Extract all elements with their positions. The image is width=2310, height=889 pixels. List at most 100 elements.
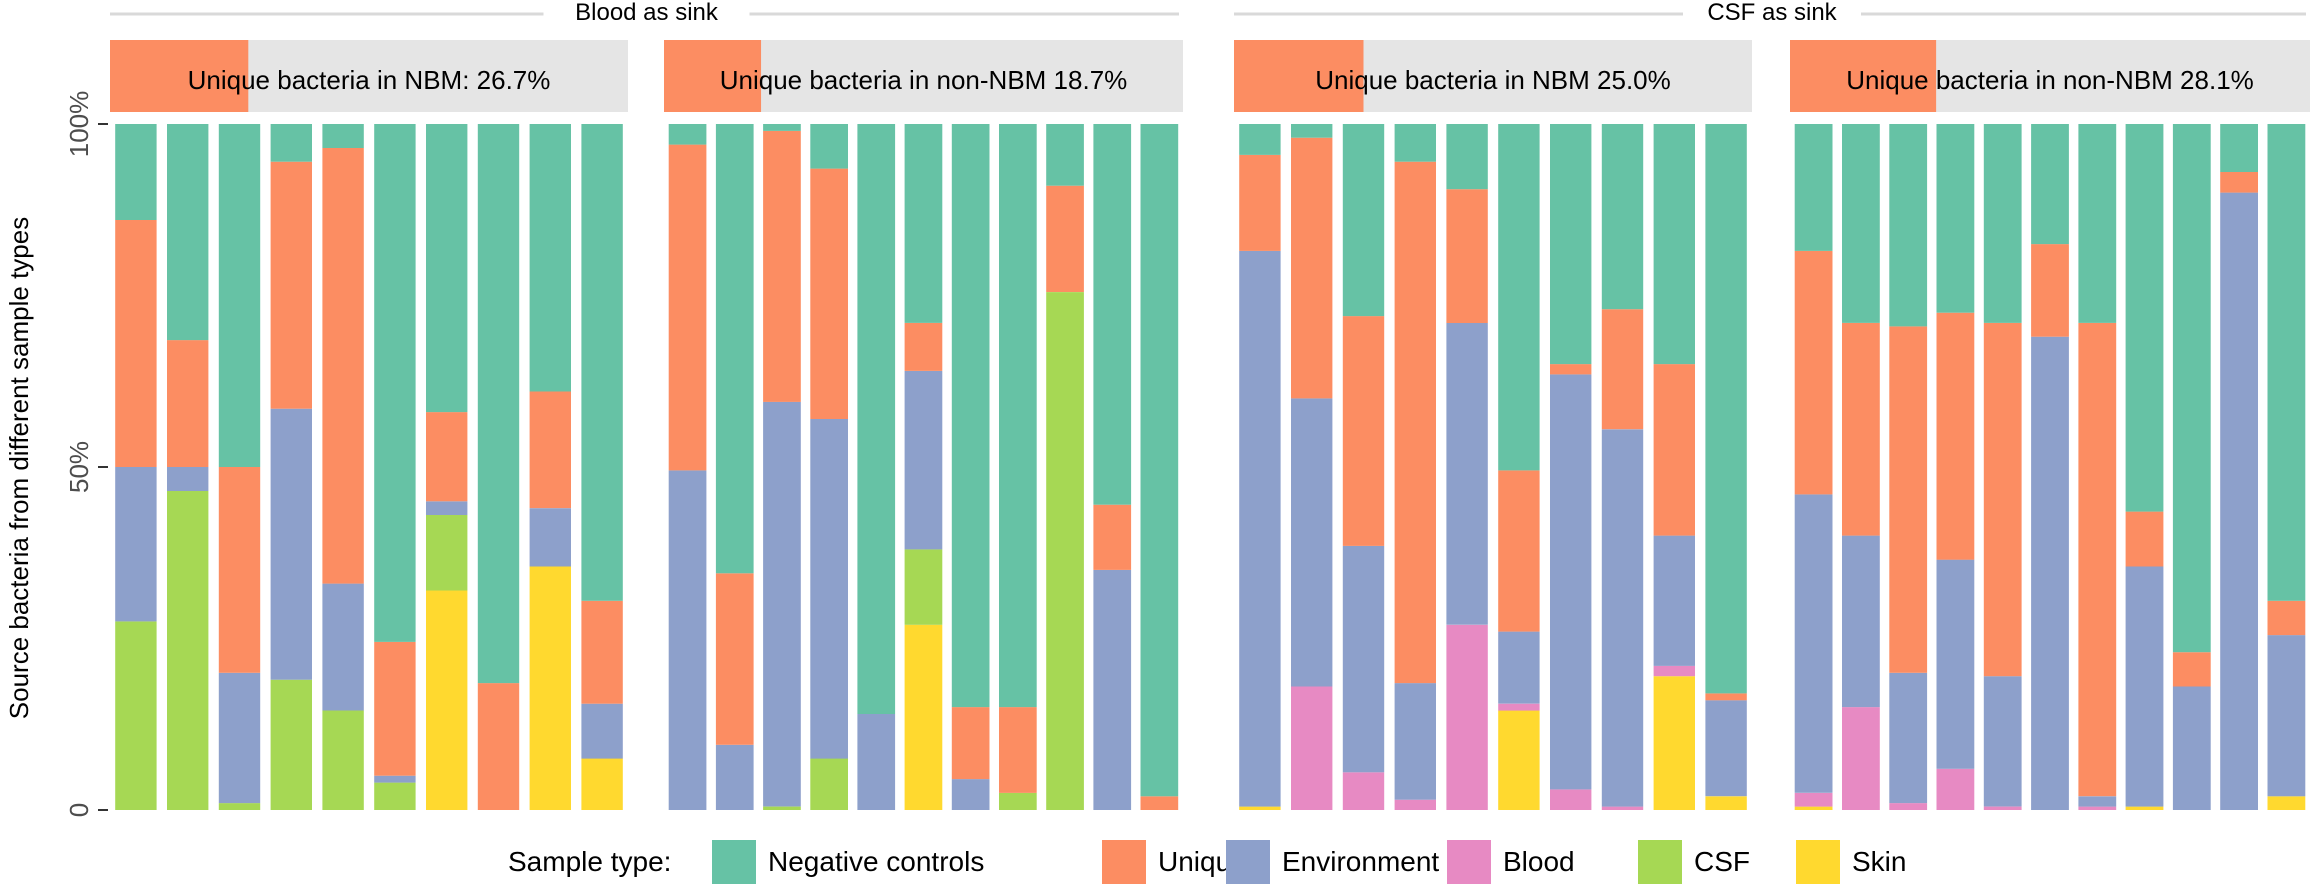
bar-segment-csf [999,792,1037,810]
bar-segment-unique [1550,364,1592,375]
bar-segment-unique [322,148,364,584]
legend-swatch-environment [1226,840,1270,884]
bar-segment-negative-controls [2078,124,2117,323]
bar-segment-negative-controls [668,124,707,145]
legend-label: Negative controls [768,846,984,877]
bar-segment-negative-controls [374,124,416,642]
bar-segment-unique [477,683,520,810]
bar-segment-environment [1342,545,1385,773]
bar-segment-negative-controls [270,124,312,162]
bar-segment-negative-controls [904,124,943,323]
bar-segment-environment [322,583,364,711]
bar-segment-environment [426,501,468,515]
bar-segment-csf [270,679,312,810]
bar-segment-environment [1498,631,1540,704]
bar-segment-negative-controls [2125,124,2164,512]
legend-swatch-blood [1447,840,1491,884]
bar-segment-environment [270,408,312,680]
bar-segment-environment [167,467,209,491]
y-axis: Source bacteria from different sample ty… [4,91,108,817]
bar-segment-unique [1498,470,1540,632]
legend-label: CSF [1694,846,1750,877]
y-tick-label: 0 [64,803,94,817]
bar-segment-environment [763,401,801,807]
bar-segment-negative-controls [1394,124,1436,162]
bar-segment-environment [2172,686,2211,810]
bar-segment-unique [1093,504,1132,570]
bar-segment-unique [2172,652,2211,687]
bar-segment-skin [581,758,623,810]
bar-segment-unique [374,641,416,776]
group-header-label: Blood as sink [575,0,719,26]
bar-segment-unique [115,220,157,467]
bar-segment-environment [1842,535,1880,708]
y-tick-label: 50% [64,441,94,493]
bar-segment-blood [1498,703,1540,711]
bar-segment-negative-controls [1140,124,1179,797]
bar-segment-csf [426,515,468,591]
bar-segment-environment [529,508,571,567]
bar-segment-unique [1705,693,1747,701]
bar-segment-unique [426,412,468,502]
facet-strips: Unique bacteria in NBM: 26.7% Unique bact… [110,40,2310,112]
unique-fraction-bar [1234,40,1364,112]
bar-segment-negative-controls [1983,124,2022,323]
bar-segment-negative-controls [715,124,754,574]
unique-fraction-bar [664,40,762,112]
bar-segment-skin [1705,796,1747,810]
legend-label: Skin [1852,846,1906,877]
y-axis-label: Source bacteria from different sample ty… [4,217,34,719]
unique-fraction-bar [110,40,249,112]
bar-segment-environment [374,775,416,783]
bar-segment-unique [2078,322,2117,797]
bar-segment-negative-controls [1498,124,1540,471]
legend-swatch-skin [1796,840,1840,884]
bar-segment-negative-controls [951,124,990,708]
bar-segment-environment [1601,429,1644,807]
bar-segment-environment [2125,566,2164,807]
bar-segment-unique [1889,326,1928,673]
bar-segment-environment [904,371,943,550]
bar-segment-environment [1794,494,1833,793]
bar-segment-unique [1936,312,1975,560]
bar-segment-unique [1842,322,1880,536]
bar-segment-blood [1983,806,2022,810]
group-header-mask [1683,0,1861,26]
bar-segment-negative-controls [1093,124,1132,505]
y-tick-label: 100% [64,91,94,158]
bar-segment-unique [1794,250,1833,495]
bar-segment-unique [270,161,312,409]
bar-segment-unique [1046,185,1084,292]
bar-segment-unique [529,391,571,509]
bar-segment-unique [2220,172,2258,193]
bar-segment-unique [763,130,801,402]
bar-segment-negative-controls [167,124,209,341]
bar-segment-unique [2125,511,2164,567]
bar-segment-environment [715,744,754,810]
bar-segment-unique [1394,161,1436,684]
bar-segment-skin [904,624,943,810]
bar-segment-environment [1705,700,1747,797]
bar-segment-environment [810,419,848,759]
bar-segment-csf [810,758,848,810]
bar-segment-negative-controls [810,124,848,169]
bar-segment-blood [1601,806,1644,810]
bar-segment-unique [581,600,623,704]
bar-segment-unique [218,467,261,673]
bar-segment-unique [1342,316,1385,546]
bar-segment-blood [1936,768,1975,810]
bar-segment-negative-controls [1889,124,1928,327]
bar-segment-unique [2031,244,2069,337]
legend-swatch-negative-controls [712,840,756,884]
bar-segment-negative-controls [322,124,364,148]
facet-strip-title: Unique bacteria in NBM: 26.7% [188,65,551,95]
bar-segment-negative-controls [1794,124,1833,251]
bar-segment-unique [1601,309,1644,430]
group-header-mask [543,0,750,26]
bar-segment-environment [218,672,261,804]
bar-segment-csf [374,782,416,810]
bar-segment-negative-controls [1342,124,1385,317]
bar-segment-csf [763,806,801,810]
bar-segment-skin [2267,796,2306,810]
